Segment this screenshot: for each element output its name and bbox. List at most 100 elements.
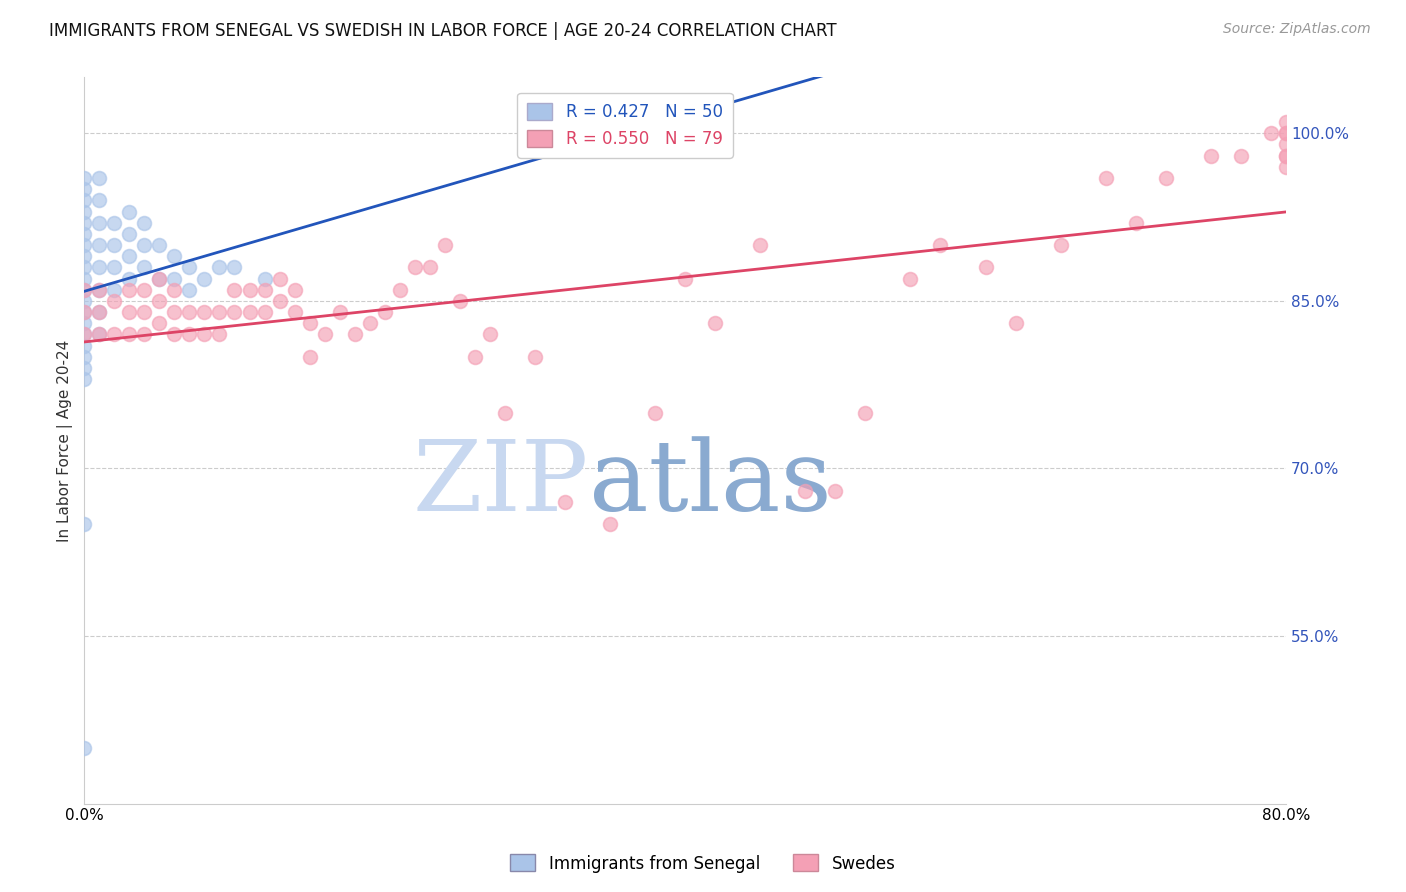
Point	[148, 238, 170, 252]
Point	[193, 305, 215, 319]
Point	[1275, 137, 1298, 152]
Point	[644, 406, 666, 420]
Point	[1260, 126, 1282, 140]
Point	[599, 517, 621, 532]
Point	[794, 483, 817, 498]
Point	[163, 305, 186, 319]
Point	[449, 293, 471, 308]
Point	[89, 238, 111, 252]
Legend: R = 0.427   N = 50, R = 0.550   N = 79: R = 0.427 N = 50, R = 0.550 N = 79	[517, 93, 733, 158]
Point	[89, 327, 111, 342]
Point	[73, 171, 96, 186]
Point	[73, 338, 96, 352]
Point	[208, 305, 231, 319]
Point	[89, 171, 111, 186]
Point	[163, 271, 186, 285]
Point	[269, 293, 291, 308]
Point	[179, 305, 201, 319]
Point	[404, 260, 426, 275]
Point	[163, 327, 186, 342]
Point	[134, 327, 156, 342]
Point	[73, 293, 96, 308]
Point	[704, 316, 727, 330]
Point	[1199, 148, 1222, 162]
Point	[208, 327, 231, 342]
Point	[134, 260, 156, 275]
Point	[118, 327, 141, 342]
Point	[73, 182, 96, 196]
Point	[554, 495, 576, 509]
Point	[419, 260, 441, 275]
Point	[1004, 316, 1026, 330]
Point	[89, 260, 111, 275]
Point	[749, 238, 772, 252]
Point	[73, 249, 96, 263]
Point	[73, 305, 96, 319]
Point	[253, 271, 276, 285]
Point	[103, 283, 125, 297]
Point	[238, 283, 260, 297]
Point	[1275, 148, 1298, 162]
Point	[89, 216, 111, 230]
Point	[73, 327, 96, 342]
Point	[148, 271, 170, 285]
Point	[238, 305, 260, 319]
Point	[73, 283, 96, 297]
Point	[253, 283, 276, 297]
Point	[73, 316, 96, 330]
Point	[103, 216, 125, 230]
Point	[89, 305, 111, 319]
Point	[1230, 148, 1253, 162]
Point	[163, 249, 186, 263]
Point	[388, 283, 411, 297]
Point	[103, 238, 125, 252]
Point	[193, 271, 215, 285]
Point	[118, 271, 141, 285]
Point	[103, 327, 125, 342]
Point	[494, 406, 516, 420]
Point	[1154, 171, 1177, 186]
Point	[1275, 126, 1298, 140]
Point	[134, 238, 156, 252]
Point	[224, 260, 246, 275]
Point	[134, 216, 156, 230]
Point	[284, 283, 307, 297]
Point	[134, 305, 156, 319]
Point	[73, 227, 96, 241]
Point	[148, 316, 170, 330]
Point	[464, 350, 486, 364]
Point	[73, 350, 96, 364]
Point	[73, 517, 96, 532]
Point	[1275, 148, 1298, 162]
Point	[193, 327, 215, 342]
Point	[1125, 216, 1147, 230]
Point	[73, 271, 96, 285]
Point	[1049, 238, 1071, 252]
Point	[89, 305, 111, 319]
Point	[853, 406, 876, 420]
Point	[73, 204, 96, 219]
Point	[89, 283, 111, 297]
Point	[269, 271, 291, 285]
Point	[359, 316, 381, 330]
Point	[73, 260, 96, 275]
Y-axis label: In Labor Force | Age 20-24: In Labor Force | Age 20-24	[58, 339, 73, 541]
Point	[73, 740, 96, 755]
Text: Source: ZipAtlas.com: Source: ZipAtlas.com	[1223, 22, 1371, 37]
Point	[179, 327, 201, 342]
Point	[118, 305, 141, 319]
Text: IMMIGRANTS FROM SENEGAL VS SWEDISH IN LABOR FORCE | AGE 20-24 CORRELATION CHART: IMMIGRANTS FROM SENEGAL VS SWEDISH IN LA…	[49, 22, 837, 40]
Point	[478, 327, 501, 342]
Point	[284, 305, 307, 319]
Point	[89, 327, 111, 342]
Point	[118, 249, 141, 263]
Point	[1275, 160, 1298, 174]
Point	[314, 327, 336, 342]
Point	[73, 216, 96, 230]
Point	[374, 305, 396, 319]
Point	[73, 305, 96, 319]
Point	[824, 483, 846, 498]
Point	[118, 227, 141, 241]
Point	[73, 194, 96, 208]
Point	[298, 316, 321, 330]
